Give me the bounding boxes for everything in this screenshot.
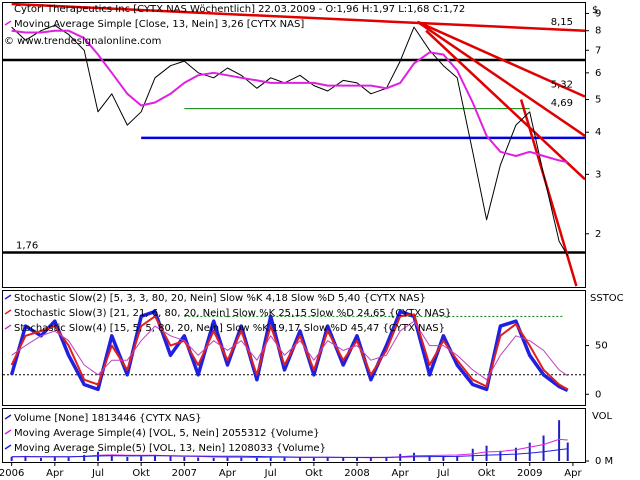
watermark: © www.trendesignalonline.com — [4, 36, 161, 47]
volume-bar — [240, 457, 243, 461]
x-tick-label: Jul — [436, 468, 449, 479]
volume-bar — [10, 456, 13, 461]
price-panel — [2, 2, 586, 288]
x-tick-label: 2007 — [172, 468, 197, 479]
volume-bar — [542, 435, 545, 461]
level-label: 1,76 — [16, 240, 38, 251]
legend-swatch — [4, 20, 12, 26]
volume-bar — [342, 457, 345, 461]
y-tick-label: 4 — [595, 127, 601, 138]
legend-entry: Moving Average Simple(4) [VOL, 5, Nein] … — [14, 428, 320, 439]
volume-bar — [528, 442, 531, 461]
volume-bar — [140, 456, 143, 461]
y-axis-label: SSTOC — [590, 293, 624, 304]
x-tick-label: Apr — [564, 468, 582, 479]
volume-bar — [39, 457, 42, 461]
y-tick-label: 5 — [595, 95, 601, 106]
legend-swatch — [4, 429, 12, 435]
volume-bar — [169, 455, 172, 461]
series-line — [11, 24, 569, 257]
legend-entry: Moving Average Simple(5) [VOL, 13, Nein]… — [14, 443, 326, 454]
y-tick-label: 9 — [595, 8, 601, 19]
legend-entry: Moving Average Simple [Close, 13, Nein] … — [14, 19, 304, 30]
y-axis-label: VOL — [592, 411, 613, 422]
legend-entry: Stochastic Slow(3) [21, 21, 6, 80, 20, N… — [14, 308, 451, 319]
x-tick-label: Jul — [91, 468, 104, 479]
x-tick-label: Okt — [305, 468, 323, 479]
x-tick-label: Okt — [478, 468, 496, 479]
volume-bar — [110, 455, 113, 461]
x-tick-label: 2006 — [0, 468, 24, 479]
volume-bar — [24, 455, 27, 461]
volume-bar — [269, 456, 272, 461]
legend-swatch — [4, 414, 12, 420]
trend-line — [11, 2, 586, 32]
trend-line — [416, 20, 586, 137]
stochastic-panel — [2, 290, 586, 406]
volume-bar — [326, 457, 329, 461]
y-tick-label: 2 — [595, 229, 601, 240]
volume-bar — [499, 450, 502, 461]
legend-swatch — [4, 324, 12, 330]
legend-swatch — [4, 294, 12, 300]
legend-entry: Stochastic Slow(4) [15, 5, 5, 80, 20, Ne… — [14, 323, 445, 334]
series-line — [10, 313, 569, 391]
trend-label: 5,32 — [551, 79, 573, 90]
volume-bar — [226, 456, 229, 461]
volume-bar — [255, 457, 258, 461]
trend-label: 4,69 — [551, 98, 573, 109]
y-axis-label: $ — [592, 5, 598, 16]
x-tick-label: Jul — [264, 468, 277, 479]
legend-swatch — [4, 444, 12, 450]
x-tick-label: 2008 — [344, 468, 369, 479]
series-line — [11, 448, 568, 458]
volume-bar — [153, 454, 156, 461]
x-tick-label: Okt — [132, 468, 150, 479]
volume-bar — [428, 455, 431, 461]
volume-bar — [183, 456, 186, 461]
volume-bar — [83, 454, 86, 461]
trend-line — [425, 29, 586, 181]
chart-title: Cytori Therapeutics Inc [CYTX NAS Wöchen… — [14, 4, 465, 15]
volume-bar — [312, 457, 315, 461]
y-tick-label: 50 — [595, 341, 608, 352]
volume-bar — [385, 456, 388, 461]
volume-bar — [369, 457, 372, 461]
series-line — [11, 320, 568, 381]
trend-line — [416, 20, 586, 98]
volume-bar — [67, 457, 70, 461]
y-tick-label: 0 M — [595, 456, 613, 467]
y-tick-label: 0 — [595, 389, 601, 400]
volume-bar — [558, 420, 561, 461]
x-tick-label: 2009 — [517, 468, 542, 479]
volume-bar — [442, 456, 445, 461]
y-tick-label: 8 — [595, 26, 601, 37]
x-tick-label: Apr — [46, 468, 64, 479]
volume-bar — [456, 455, 459, 461]
volume-bar — [471, 448, 474, 461]
volume-bar — [283, 457, 286, 461]
y-tick-label: 6 — [595, 68, 601, 79]
volume-bar — [197, 457, 200, 461]
volume-bar — [356, 457, 359, 461]
x-tick-label: Apr — [219, 468, 237, 479]
x-tick-label: Apr — [392, 468, 410, 479]
volume-bar — [212, 457, 215, 461]
legend-entry: Volume [None] 1813446 {CYTX NAS} — [14, 413, 202, 424]
volume-bar — [126, 456, 129, 461]
legend-swatch — [4, 309, 12, 315]
volume-panel — [2, 408, 586, 463]
volume-bar — [566, 442, 569, 461]
y-tick-label: 3 — [595, 169, 601, 180]
y-tick-label: 7 — [595, 45, 601, 56]
volume-bar — [485, 445, 488, 461]
trend-label: 8,15 — [551, 17, 573, 28]
series-line — [11, 29, 568, 164]
volume-bar — [299, 456, 302, 461]
volume-bar — [53, 456, 56, 461]
legend-entry: Stochastic Slow(2) [5, 3, 3, 80, 20, Nei… — [14, 293, 426, 304]
